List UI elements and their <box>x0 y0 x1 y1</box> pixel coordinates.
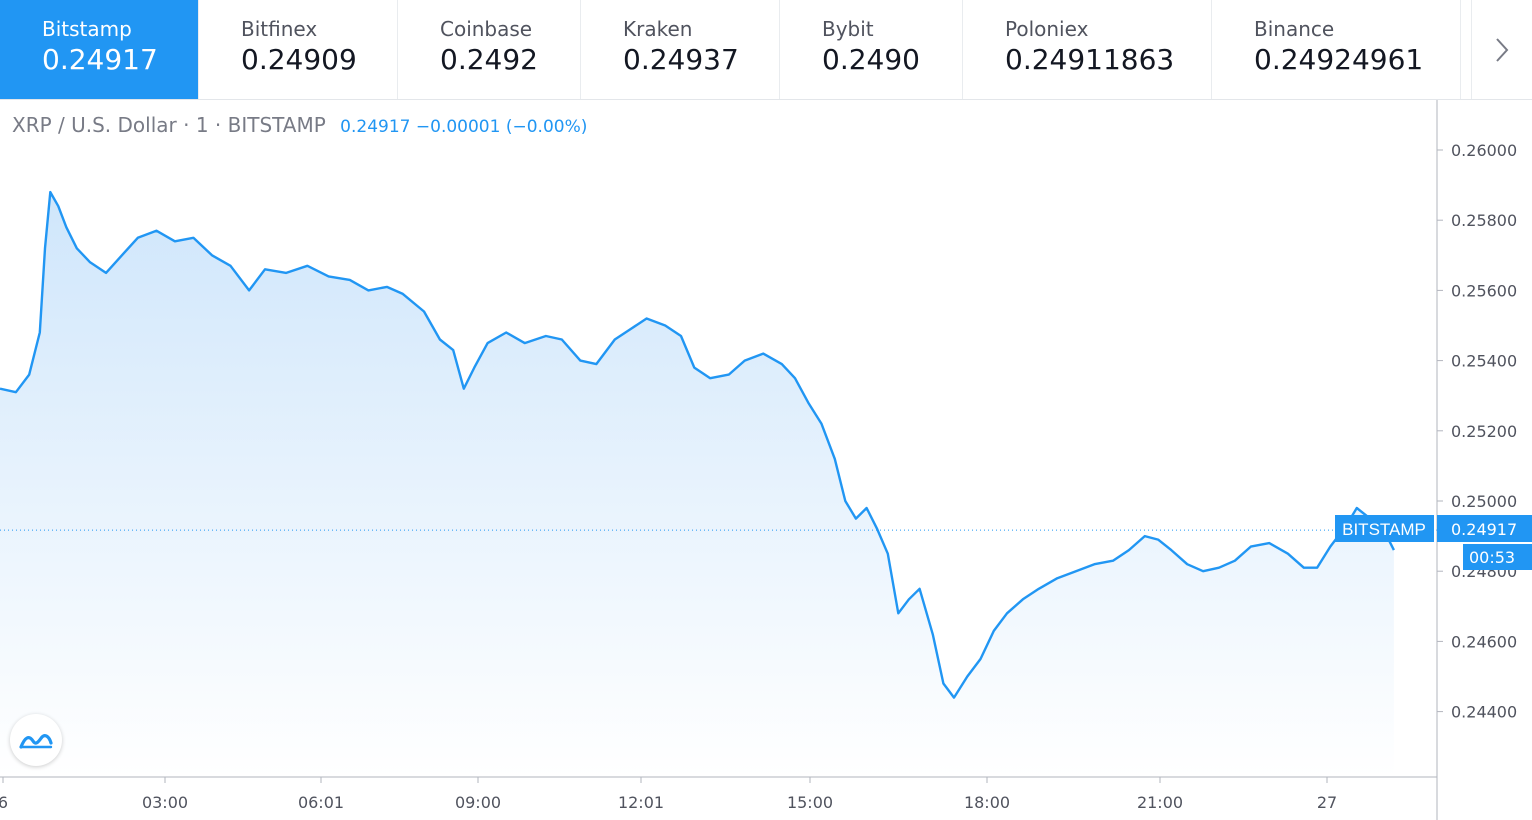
tab-exchange-name: Bybit <box>822 17 874 41</box>
tab-bitfinex[interactable]: Bitfinex 0.24909 <box>199 0 398 99</box>
price-tick-label: 0.25200 <box>1451 422 1517 441</box>
time-tick-label: 09:00 <box>455 793 501 812</box>
price-area <box>0 192 1394 778</box>
tab-price: 0.24937 <box>623 43 739 76</box>
countdown-box <box>1463 544 1532 570</box>
tab-coinbase[interactable]: Coinbase 0.2492 <box>398 0 581 99</box>
tab-price: 0.2490 <box>822 43 920 76</box>
time-tick-label: 12:01 <box>618 793 664 812</box>
tab-kraken[interactable]: Kraken 0.24937 <box>581 0 780 99</box>
tab-price: 0.2492 <box>440 43 538 76</box>
tab-bybit[interactable]: Bybit 0.2490 <box>780 0 963 99</box>
legend-change: −0.00001 <box>415 117 501 137</box>
tradingview-logo-button[interactable] <box>10 714 62 766</box>
time-tick-label: 03:00 <box>142 793 188 812</box>
tab-exchange-name: Bitstamp <box>42 17 132 41</box>
time-tick-label: 21:00 <box>1137 793 1183 812</box>
price-tick-label: 0.24600 <box>1451 632 1517 651</box>
tab-exchange-name: Coinbase <box>440 17 533 41</box>
bitstamp-label: BITSTAMP <box>1342 520 1426 539</box>
price-tick-label: 0.25600 <box>1451 281 1517 300</box>
tab-poloniex[interactable]: Poloniex 0.24911863 <box>963 0 1212 99</box>
more-exchanges-button[interactable] <box>1471 0 1532 99</box>
time-tick-label: 27 <box>1317 793 1337 812</box>
tab-price: 0.24911863 <box>1005 43 1175 76</box>
price-tick-label: 0.25400 <box>1451 352 1517 371</box>
chevron-right-icon <box>1496 37 1509 62</box>
price-tick-label: 0.26000 <box>1451 141 1517 160</box>
time-tick-label: 06:01 <box>298 793 344 812</box>
bitstamp-label-bg <box>1335 515 1434 542</box>
tab-price: 0.24917 <box>42 43 158 76</box>
last-price-tag: BITSTAMP 0.24917 00:53 <box>1335 515 1532 570</box>
price-tick-label: 0.25800 <box>1451 211 1517 230</box>
tab-price: 0.24909 <box>241 43 357 76</box>
price-tick-label: 0.25000 <box>1451 492 1517 511</box>
symbol-title[interactable]: XRP / U.S. Dollar · 1 · BITSTAMP <box>12 113 326 137</box>
price-tick-label: 0.24400 <box>1451 703 1517 722</box>
tradingview-logo-icon <box>19 734 53 749</box>
time-tick-label: 18:00 <box>964 793 1010 812</box>
time-tick-label: 6 <box>0 793 8 812</box>
tab-bitstamp[interactable]: Bitstamp 0.24917 <box>0 0 199 99</box>
tab-exchange-name: Kraken <box>623 17 693 41</box>
price-chart[interactable]: 0.26000 0.25800 0.25600 0.25400 0.25200 0.250… <box>0 100 1532 820</box>
time-axis[interactable]: 6 03:00 06:01 09:00 12:01 15:00 18:00 21:00 27 <box>0 777 1337 812</box>
tab-exchange-name: Binance <box>1254 17 1335 41</box>
tab-exchange-name: Bitfinex <box>241 17 318 41</box>
tab-binance[interactable]: Binance 0.24924961 <box>1212 0 1461 99</box>
legend-last-price: 0.24917 <box>340 117 411 137</box>
tab-price: 0.24924961 <box>1254 43 1424 76</box>
price-axis[interactable]: 0.26000 0.25800 0.25600 0.25400 0.25200 0.250… <box>1437 141 1517 722</box>
bar-countdown: 00:53 <box>1469 548 1515 567</box>
legend-change-percent: (−0.00%) <box>505 117 588 137</box>
exchange-tabs: Bitstamp 0.24917 Bitfinex 0.24909 Coinbase 0.… <box>0 0 1532 100</box>
legend-values: 0.24917 −0.00001 (−0.00%) <box>340 117 587 137</box>
tab-exchange-name: Poloniex <box>1005 17 1089 41</box>
price-line <box>0 190 1395 699</box>
last-price-value: 0.24917 <box>1451 520 1517 539</box>
time-tick-label: 15:00 <box>787 793 833 812</box>
symbol-legend: XRP / U.S. Dollar · 1 · BITSTAMP 0.24917… <box>12 113 587 137</box>
last-price-box <box>1437 515 1532 542</box>
